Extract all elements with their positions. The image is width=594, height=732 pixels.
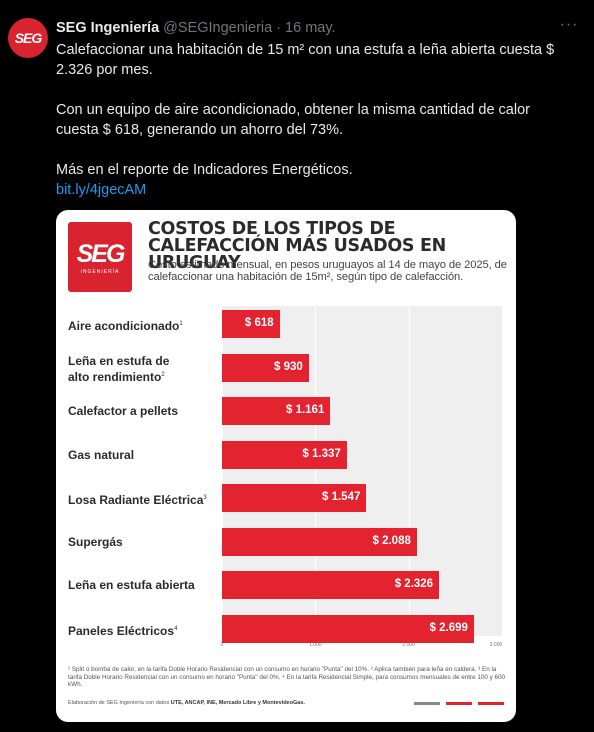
gridline <box>315 306 317 636</box>
gridline <box>502 306 503 636</box>
legend-line <box>414 702 440 705</box>
avatar[interactable]: SEG <box>8 18 48 58</box>
bar: $ 930 <box>222 353 309 382</box>
tweet-media-image[interactable]: SEG INGENIERÍA COSTOS DE LOS TIPOS DE CA… <box>56 210 516 722</box>
bar: $ 2.699 <box>222 614 474 643</box>
bar-value-label: $ 2.088 <box>372 534 411 547</box>
tweet-paragraph-1: Calefaccionar una habitación de 15 m² co… <box>56 42 555 78</box>
header-separator: · <box>276 20 282 36</box>
logo-text: SEG <box>76 240 126 268</box>
bar: $ 1.547 <box>222 484 367 512</box>
legend-line <box>446 702 472 705</box>
x-tick-label: 1.000 <box>309 642 322 648</box>
infographic: SEG INGENIERÍA COSTOS DE LOS TIPOS DE CA… <box>56 210 516 722</box>
source-prefix: Elaboración de SEG Ingeniería con datos <box>68 700 171 706</box>
tweet-paragraph-2: Con un equipo de aire acondicionado, obt… <box>56 102 530 138</box>
author-name[interactable]: SEG Ingeniería <box>56 20 160 36</box>
bar-value-label: $ 1.161 <box>285 404 325 416</box>
tweet-header: SEG Ingeniería @SEGIngenieria · 16 may. <box>56 18 336 38</box>
chart-subtitle: Costo estimado mensual, en pesos uruguay… <box>148 259 507 283</box>
category-label: Losa Radiante Eléctrica3 <box>68 493 207 507</box>
category-label: Aire acondicionado1 <box>68 319 183 333</box>
x-tick-label: 2.000 <box>402 642 415 648</box>
avatar-logo-text: SEG <box>14 30 43 46</box>
bar: $ 618 <box>222 310 280 338</box>
tweet-date[interactable]: 16 may. <box>285 20 336 36</box>
category-label: Paneles Eléctricos4 <box>68 623 178 638</box>
category-label: Leña en estufa abierta <box>68 578 195 592</box>
bar: $ 1.161 <box>222 397 331 425</box>
bar-value-label: $ 930 <box>274 360 303 373</box>
gridline <box>408 306 410 636</box>
bar: $ 2.326 <box>222 571 440 599</box>
more-options-icon[interactable]: ··· <box>559 16 579 33</box>
bar-value-label: $ 618 <box>244 317 274 329</box>
bar: $ 2.088 <box>222 527 417 556</box>
bar-value-label: $ 1.337 <box>302 447 341 460</box>
x-tick-label: 3.000 <box>489 642 503 648</box>
logo-subtext: INGENIERÍA <box>80 269 120 275</box>
chart-footnote: ¹ Split o bomba de calor, en la tarifa D… <box>68 666 506 688</box>
chart-source: Elaboración de SEG Ingeniería con datos … <box>68 700 398 706</box>
author-handle[interactable]: @SEGIngenieria <box>163 20 273 36</box>
bar-value-label: $ 1.547 <box>322 491 361 503</box>
category-label: Gas natural <box>68 447 135 462</box>
gridline <box>222 306 223 636</box>
category-label: Calefactor a pellets <box>68 404 179 418</box>
bar-value-label: $ 2.699 <box>429 621 468 634</box>
legend-line <box>478 702 504 705</box>
bar-value-label: $ 2.326 <box>394 578 434 590</box>
category-label: Supergás <box>68 534 123 549</box>
chart-title: COSTOS DE LOS TIPOS DE CALEFACCIÓN MÁS U… <box>148 219 447 273</box>
seg-logo: SEG INGENIERÍA <box>68 222 132 292</box>
category-label: Leña en estufa de alto rendimiento2 <box>68 353 170 384</box>
bar: $ 1.337 <box>222 440 347 469</box>
source-bold: UTE, ANCAP, INE, Mercado Libre y Montevi… <box>170 700 305 706</box>
tweet-link[interactable]: bit.ly/4jgecAM <box>56 182 147 198</box>
tweet-paragraph-3: Más en el reporte de Indicadores Energét… <box>56 162 353 178</box>
x-tick-label: 0 <box>220 642 224 648</box>
